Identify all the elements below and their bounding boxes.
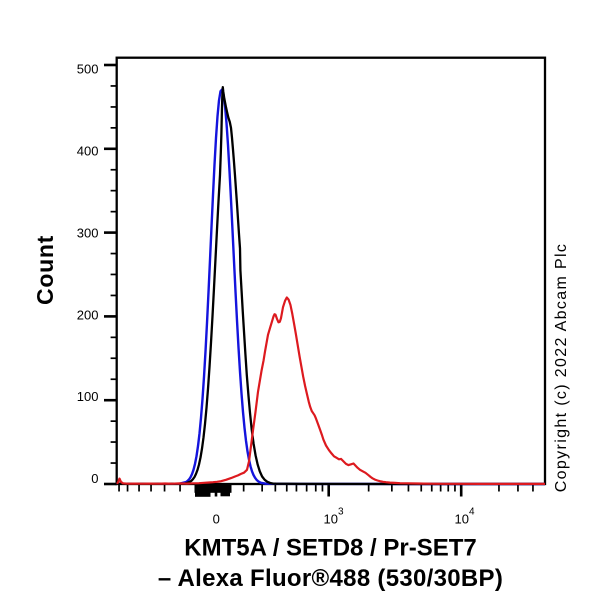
svg-text:200: 200 — [77, 307, 99, 322]
svg-text:400: 400 — [77, 144, 99, 159]
svg-text:300: 300 — [77, 225, 99, 240]
svg-text:KMT5A / SETD8 / Pr-SET7: KMT5A / SETD8 / Pr-SET7 — [184, 535, 477, 562]
svg-text:100: 100 — [77, 389, 99, 404]
svg-text:Copyright (c) 2022 Abcam Plc: Copyright (c) 2022 Abcam Plc — [553, 243, 570, 492]
svg-text:500: 500 — [77, 62, 99, 77]
svg-text:0: 0 — [91, 471, 98, 486]
svg-text:– Alexa Fluor®488 (530/30BP): – Alexa Fluor®488 (530/30BP) — [158, 565, 503, 592]
svg-text:Count: Count — [32, 235, 58, 305]
svg-text:0: 0 — [213, 511, 220, 526]
